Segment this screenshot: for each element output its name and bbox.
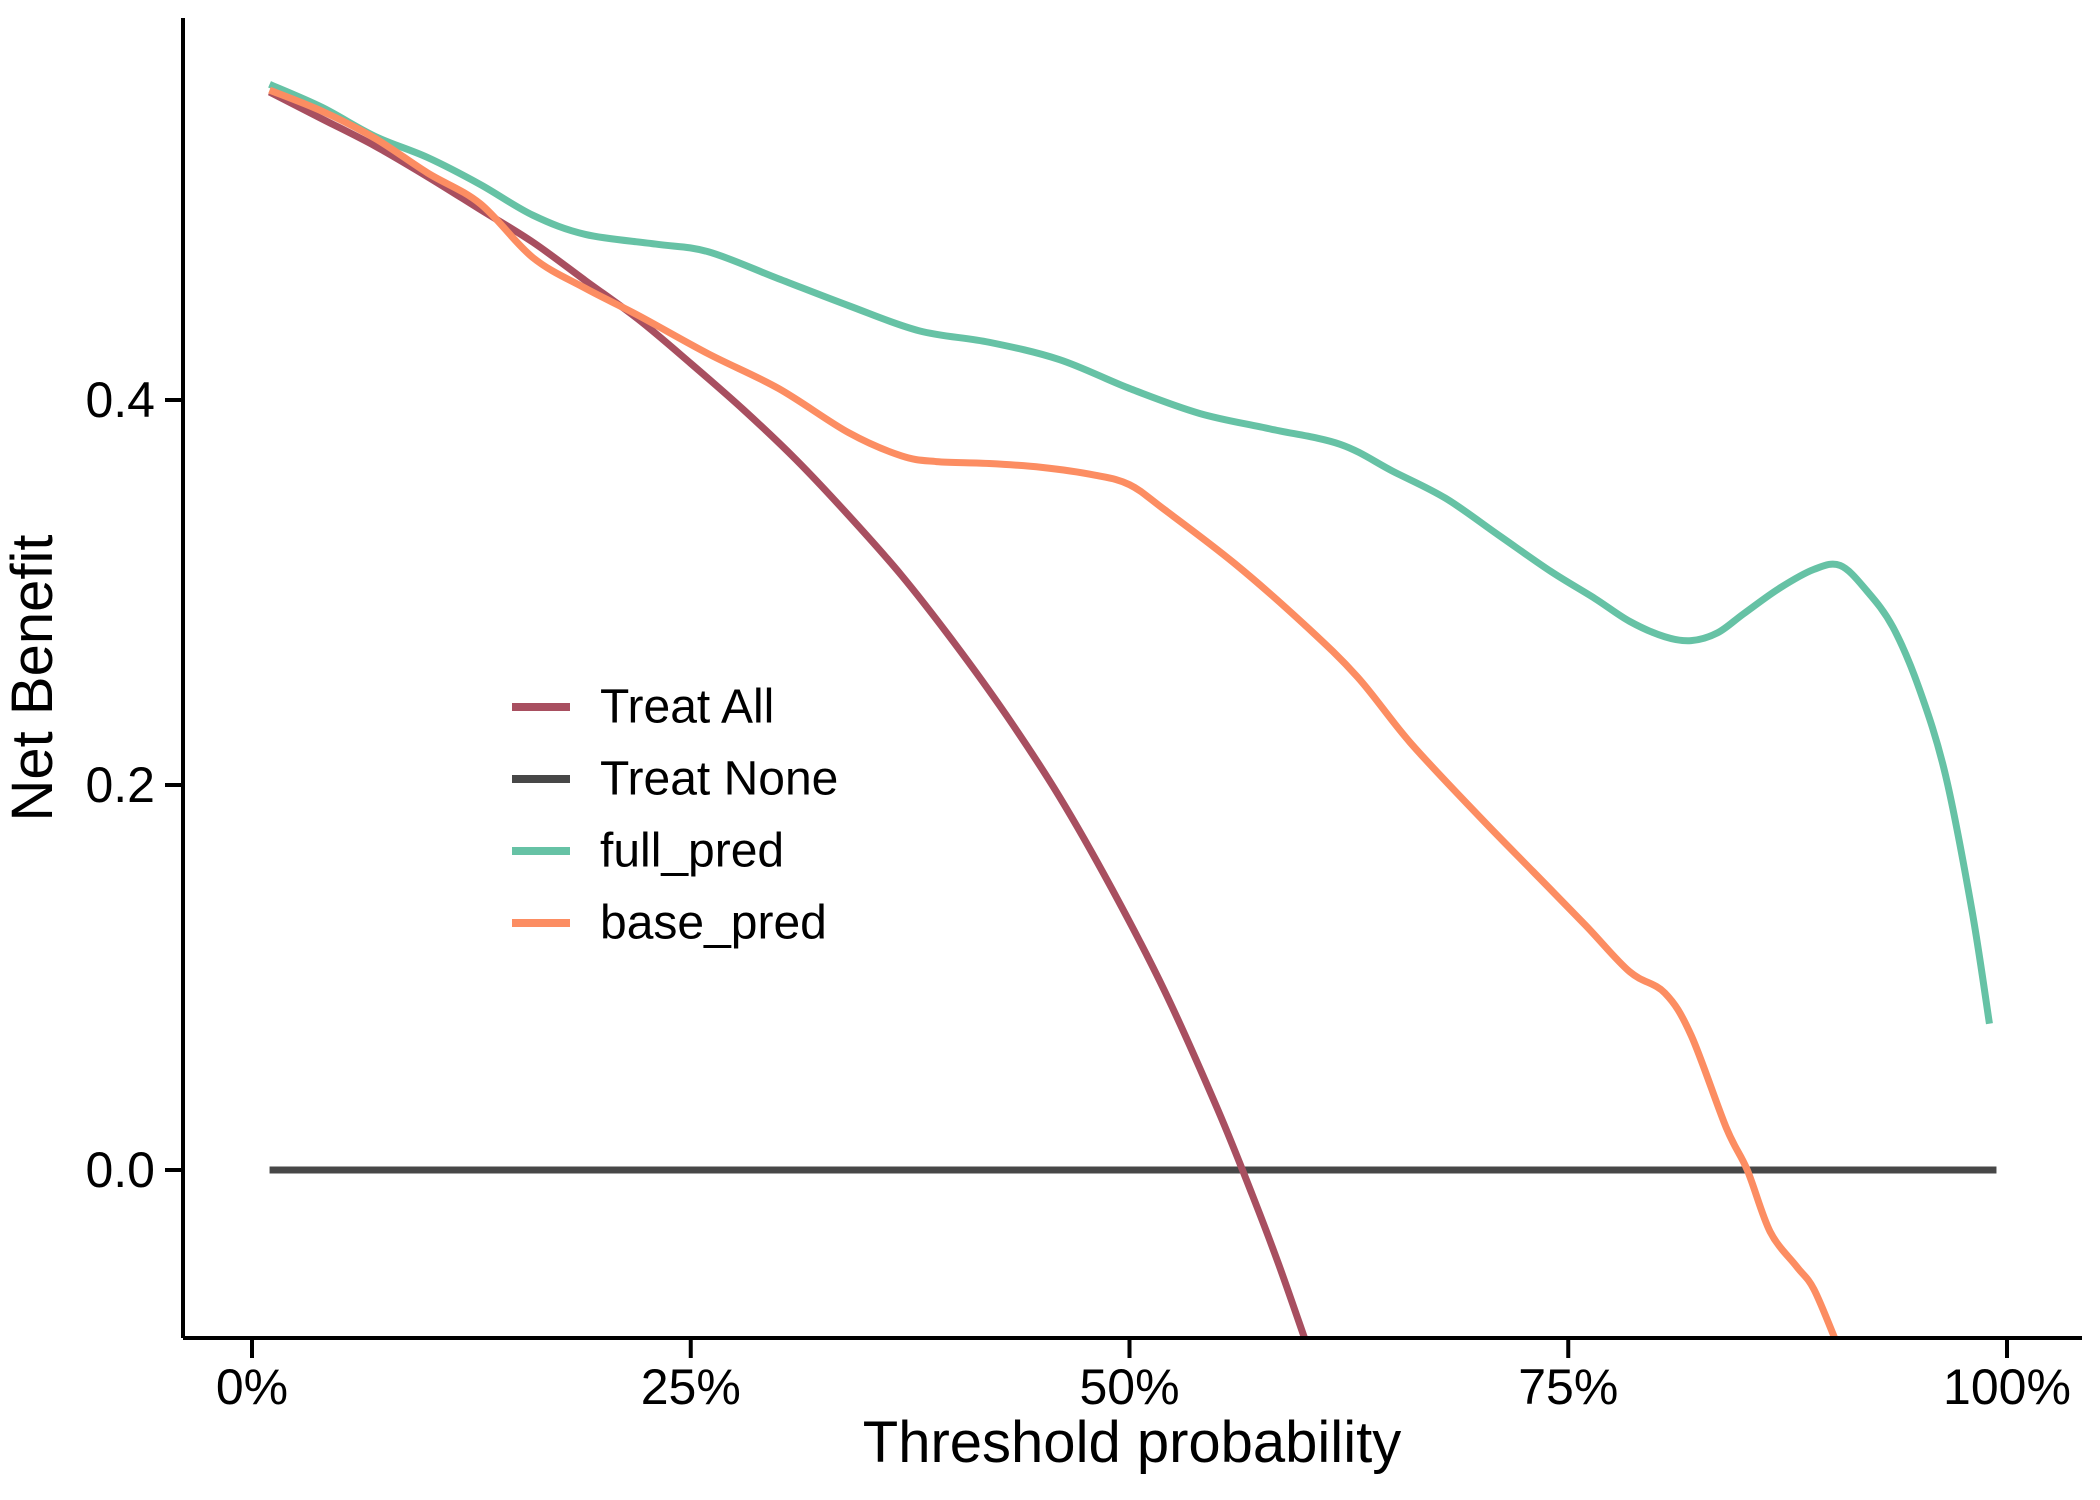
legend-item-full-pred: full_pred [512, 825, 784, 878]
legend-item-label: Treat All [600, 681, 774, 734]
curve-treat-all [267, 88, 1309, 1338]
x-tick-label: 0% [216, 1359, 288, 1415]
legend-item-label: Treat None [600, 753, 838, 806]
plot-legend: Treat All Treat None full_pred base_pred [512, 681, 838, 950]
legend-item-treat-none: Treat None [512, 753, 838, 806]
legend-item-label: base_pred [600, 897, 827, 950]
x-axis-title: Threshold probability [863, 1410, 1401, 1475]
axes-layer: 0.0 0.2 0.4 0% 25% 50% 75% 100% [85, 18, 2082, 1415]
y-axis-title: Net Benefit [0, 535, 65, 822]
legend-item-label: full_pred [600, 825, 784, 878]
y-tick-label: 0.2 [85, 757, 155, 813]
y-tick-label: 0.0 [85, 1142, 155, 1198]
x-tick-label: 25% [641, 1359, 741, 1415]
curve-base-pred [268, 86, 1839, 1338]
curves-layer [267, 81, 1997, 1338]
x-tick-label: 100% [1943, 1359, 2071, 1415]
legend-item-base-pred: base_pred [512, 897, 827, 950]
x-tick-label: 75% [1518, 1359, 1618, 1415]
curve-full-pred [268, 81, 1993, 1025]
x-tick-label: 50% [1079, 1359, 1179, 1415]
y-tick-label: 0.4 [85, 372, 155, 428]
legend-item-treat-all: Treat All [512, 681, 774, 734]
